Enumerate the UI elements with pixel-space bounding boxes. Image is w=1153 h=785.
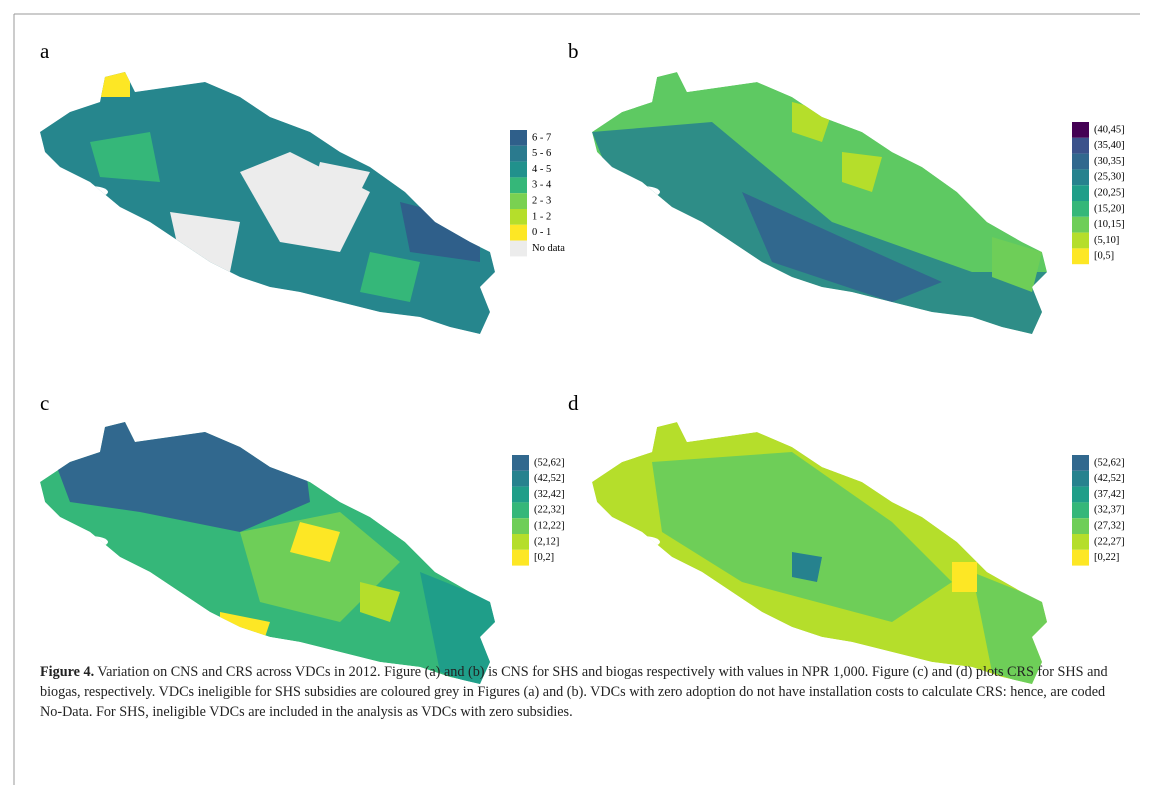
- legend-swatch: [510, 145, 527, 162]
- legend-label: (20,25]: [1094, 188, 1125, 199]
- legend-swatch: [512, 502, 529, 519]
- legend-label: (22,27]: [1094, 536, 1125, 547]
- legend-label: (30,35]: [1094, 156, 1125, 167]
- legend-swatch: [512, 518, 529, 534]
- legend-swatch: [510, 177, 527, 194]
- legend-swatch: [512, 534, 529, 550]
- panel-label: b: [568, 39, 579, 63]
- panel-label: a: [40, 39, 50, 63]
- legend-label: (52,62]: [534, 457, 565, 468]
- legend-label: (27,32]: [1094, 521, 1125, 532]
- legend-swatch: [510, 130, 527, 146]
- legend-label: 2 - 3: [532, 196, 551, 207]
- caption-text: Variation on CNS and CRS across VDCs in …: [40, 664, 1108, 720]
- legend-label: (15,20]: [1094, 203, 1125, 214]
- legend-label: (32,37]: [1094, 505, 1125, 516]
- legend-label: (42,52]: [1094, 473, 1125, 484]
- legend: (40,45] (35,40] (30,35] (25,30] (20,25] (15,2…: [1072, 122, 1125, 265]
- legend-swatch: [1072, 185, 1089, 201]
- map: [592, 422, 1047, 684]
- legend-swatch: [1072, 534, 1089, 550]
- legend-label: 6 - 7: [532, 132, 551, 143]
- legend-label: (32,42]: [534, 489, 565, 500]
- legend-label: [0,22]: [1094, 552, 1119, 563]
- legend-swatch: [1072, 518, 1089, 534]
- legend-label: No data: [532, 243, 565, 254]
- legend-swatch: [510, 161, 527, 178]
- legend-swatch: [510, 240, 527, 257]
- legend-label: 1 - 2: [532, 211, 551, 222]
- legend-label: (5,10]: [1094, 235, 1119, 246]
- legend-swatch: [512, 549, 529, 566]
- legend-label: (35,40]: [1094, 140, 1125, 151]
- legend-label: (52,62]: [1094, 457, 1125, 468]
- legend-swatch: [1072, 137, 1089, 154]
- caption: Figure 4. Variation on CNS and CRS acros…: [40, 662, 1120, 722]
- legend-label: [0,5]: [1094, 251, 1114, 262]
- panel-label: d: [568, 391, 579, 415]
- caption-title: Figure 4.: [40, 664, 95, 680]
- legend-label: (2,12]: [534, 536, 559, 547]
- panel-label: c: [40, 391, 49, 415]
- legend-swatch: [1072, 455, 1089, 471]
- legend-label: 0 - 1: [532, 227, 551, 238]
- legend-swatch: [510, 209, 527, 225]
- legend-label: 4 - 5: [532, 164, 551, 175]
- legend-label: (10,15]: [1094, 219, 1125, 230]
- legend-label: (12,22]: [534, 521, 565, 532]
- legend: (52,62] (42,52] (32,42] (22,32] (12,22] (2,12…: [512, 455, 565, 566]
- legend-label: (42,52]: [534, 473, 565, 484]
- legend-swatch: [1072, 169, 1089, 186]
- legend-swatch: [1072, 153, 1089, 170]
- legend-swatch: [1072, 502, 1089, 519]
- legend-swatch: [512, 470, 529, 487]
- legend-swatch: [1072, 486, 1089, 503]
- legend-label: (25,30]: [1094, 172, 1125, 183]
- legend-swatch: [512, 455, 529, 471]
- legend-swatch: [512, 486, 529, 503]
- legend: (52,62] (42,52] (37,42] (32,37] (27,32] (22,2…: [1072, 455, 1125, 566]
- legend-label: (37,42]: [1094, 489, 1125, 500]
- legend-swatch: [1072, 201, 1089, 217]
- map: [592, 72, 1047, 334]
- legend-swatch: [1072, 470, 1089, 487]
- legend-label: (22,32]: [534, 505, 565, 516]
- legend-swatch: [1072, 122, 1089, 138]
- legend: 6 - 7 5 - 6 4 - 5 3 - 4 2 - 3 1 - 2 0 - 1 No da…: [510, 130, 565, 257]
- legend-swatch: [1072, 216, 1089, 233]
- legend-swatch: [1072, 232, 1089, 249]
- legend-label: 3 - 4: [532, 180, 552, 191]
- map: [40, 72, 495, 334]
- legend-label: 5 - 6: [532, 148, 551, 159]
- legend-label: [0,2]: [534, 552, 554, 563]
- legend-label: (40,45]: [1094, 124, 1125, 135]
- legend-swatch: [510, 193, 527, 209]
- map: [40, 422, 495, 684]
- legend-swatch: [1072, 549, 1089, 566]
- legend-swatch: [1072, 248, 1089, 265]
- legend-swatch: [510, 224, 527, 241]
